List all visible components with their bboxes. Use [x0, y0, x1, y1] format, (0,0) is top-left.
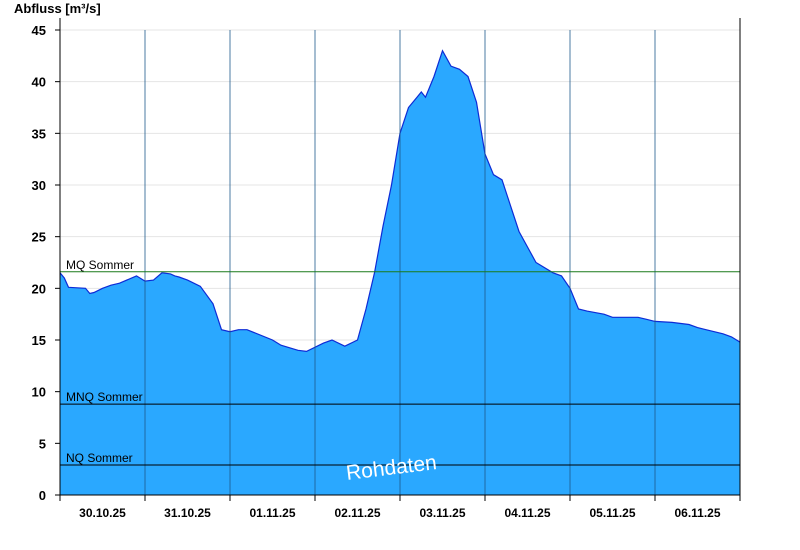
y-axis-label: Abfluss [m³/s] [14, 1, 101, 16]
x-tick-label-1: 31.10.25 [164, 506, 211, 520]
x-tick-label-2: 01.11.25 [249, 506, 295, 520]
x-ticks: 30.10.25 31.10.25 01.11.25 02.11.25 03.11.25… [59, 495, 741, 520]
x-tick-label-0: 30.10.25 [79, 506, 126, 520]
refline-label-2: NQ Sommer [66, 451, 133, 465]
x-tick-label-5: 04.11.25 [504, 506, 550, 520]
y-tick-label-1: 5 [39, 436, 46, 451]
y-tick-label-3: 15 [32, 333, 46, 348]
y-tick-label-7: 35 [32, 126, 46, 141]
y-tick-label-2: 10 [32, 385, 46, 400]
refline-label-0: MQ Sommer [66, 258, 134, 272]
x-tick-label-3: 02.11.25 [334, 506, 380, 520]
y-tick-label-6: 30 [32, 178, 46, 193]
refline-label-1: MNQ Sommer [66, 390, 143, 404]
x-tick-label-6: 05.11.25 [589, 506, 635, 520]
day-separators [144, 30, 656, 495]
reference-lines: MQ Sommer MNQ Sommer NQ Sommer [60, 258, 740, 466]
y-tick-label-5: 25 [32, 230, 46, 245]
y-tick-label-8: 40 [32, 75, 46, 90]
y-tick-label-4: 20 [32, 281, 46, 296]
x-tick-label-7: 06.11.25 [674, 506, 720, 520]
y-tick-label-0: 0 [39, 488, 46, 503]
y-ticks: 0 5 10 15 20 25 30 35 40 45 [32, 23, 60, 503]
x-tick-label-4: 03.11.25 [419, 506, 465, 520]
axes [55, 18, 741, 500]
y-tick-label-9: 45 [32, 23, 46, 38]
